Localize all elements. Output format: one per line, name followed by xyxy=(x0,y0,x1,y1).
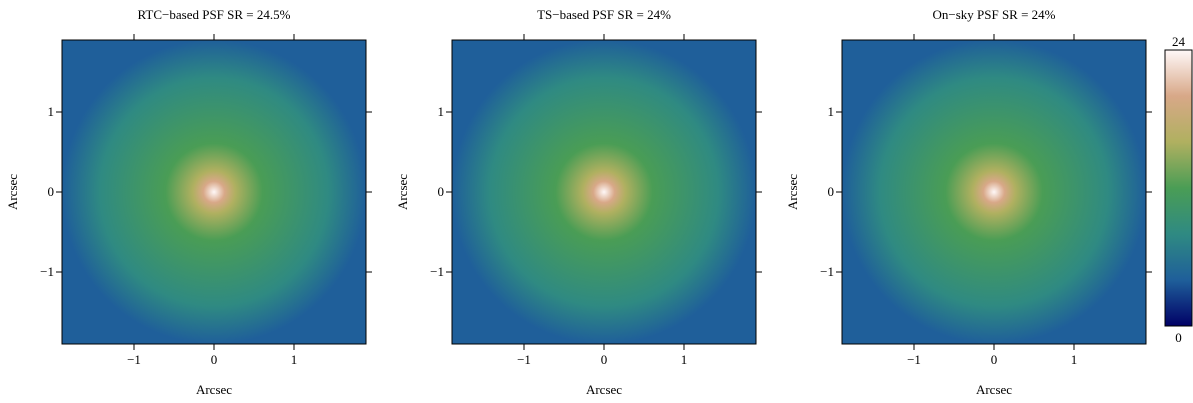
x-tick-label: 1 xyxy=(681,352,688,367)
x-tick-label: 1 xyxy=(1071,352,1078,367)
y-tick-label: 0 xyxy=(828,184,835,199)
y-axis-label: Arcsec xyxy=(395,174,410,210)
x-tick-label: −1 xyxy=(907,352,921,367)
y-tick-label: 0 xyxy=(438,184,445,199)
x-tick-label: 1 xyxy=(291,352,298,367)
y-axis-label: Arcsec xyxy=(785,174,800,210)
y-tick-label: 1 xyxy=(48,104,55,119)
x-tick-label: 0 xyxy=(991,352,998,367)
psf-image xyxy=(452,40,756,344)
psf-image xyxy=(62,40,366,344)
x-axis-label: Arcsec xyxy=(976,382,1012,397)
panel-title: On−sky PSF SR = 24% xyxy=(932,7,1055,22)
colorbar xyxy=(1165,50,1192,326)
panel-title: RTC−based PSF SR = 24.5% xyxy=(138,7,291,22)
y-tick-label: −1 xyxy=(430,264,444,279)
colorbar-tick-label: 24 xyxy=(1172,34,1186,49)
y-tick-label: 1 xyxy=(438,104,445,119)
y-axis-label: Arcsec xyxy=(5,174,20,210)
y-tick-label: −1 xyxy=(820,264,834,279)
y-tick-label: −1 xyxy=(40,264,54,279)
x-tick-label: 0 xyxy=(211,352,218,367)
figure: RTC−based PSF SR = 24.5% Arcsec Arcsec −1 0 1… xyxy=(0,0,1193,398)
x-tick-label: −1 xyxy=(127,352,141,367)
panel-title: TS−based PSF SR = 24% xyxy=(537,7,671,22)
x-tick-label: −1 xyxy=(517,352,531,367)
x-axis-label: Arcsec xyxy=(586,382,622,397)
psf-image xyxy=(842,40,1146,344)
x-tick-label: 0 xyxy=(601,352,608,367)
x-axis-label: Arcsec xyxy=(196,382,232,397)
y-tick-label: 0 xyxy=(48,184,55,199)
y-tick-label: 1 xyxy=(828,104,835,119)
colorbar-tick-label: 0 xyxy=(1175,330,1182,345)
